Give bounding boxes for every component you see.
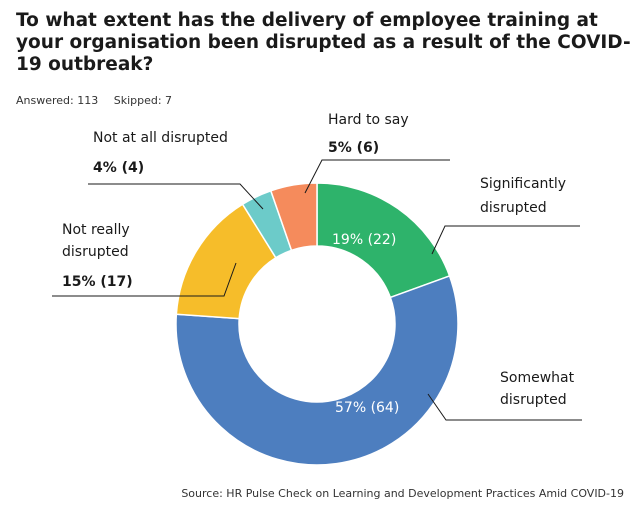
- source-note: Source: HR Pulse Check on Learning and D…: [181, 487, 624, 500]
- leader-line: [88, 183, 264, 210]
- skipped-count: Skipped: 7: [113, 94, 173, 107]
- leader-line: [304, 159, 450, 194]
- leader-line: [427, 393, 582, 421]
- slice-label: disrupted: [480, 200, 547, 216]
- slice-label: Hard to say: [328, 112, 409, 128]
- chart-title: To what extent has the delivery of emplo…: [16, 10, 631, 75]
- slice-value-label: 4% (4): [93, 160, 144, 176]
- slice-label: disrupted: [500, 392, 567, 408]
- slice-value-label: 19% (22): [332, 232, 396, 248]
- slice-value-label: 57% (64): [335, 400, 399, 416]
- donut-slice: [269, 182, 318, 252]
- answered-count: Answered: 113: [16, 94, 99, 107]
- slice-label: Significantly: [480, 176, 566, 192]
- leader-line: [431, 225, 580, 255]
- leader-line: [52, 262, 237, 297]
- donut-slice: [316, 182, 451, 299]
- response-counts: Answered: 113 Skipped: 7: [16, 94, 184, 107]
- donut-slice: [175, 275, 459, 466]
- slice-label: Somewhat: [500, 370, 575, 386]
- slice-value-label: 15% (17): [62, 274, 133, 290]
- slice-label: Not really: [62, 222, 130, 238]
- slice-value-label: 5% (6): [328, 140, 379, 156]
- slice-label: disrupted: [62, 244, 129, 260]
- slice-label: Not at all disrupted: [93, 130, 228, 146]
